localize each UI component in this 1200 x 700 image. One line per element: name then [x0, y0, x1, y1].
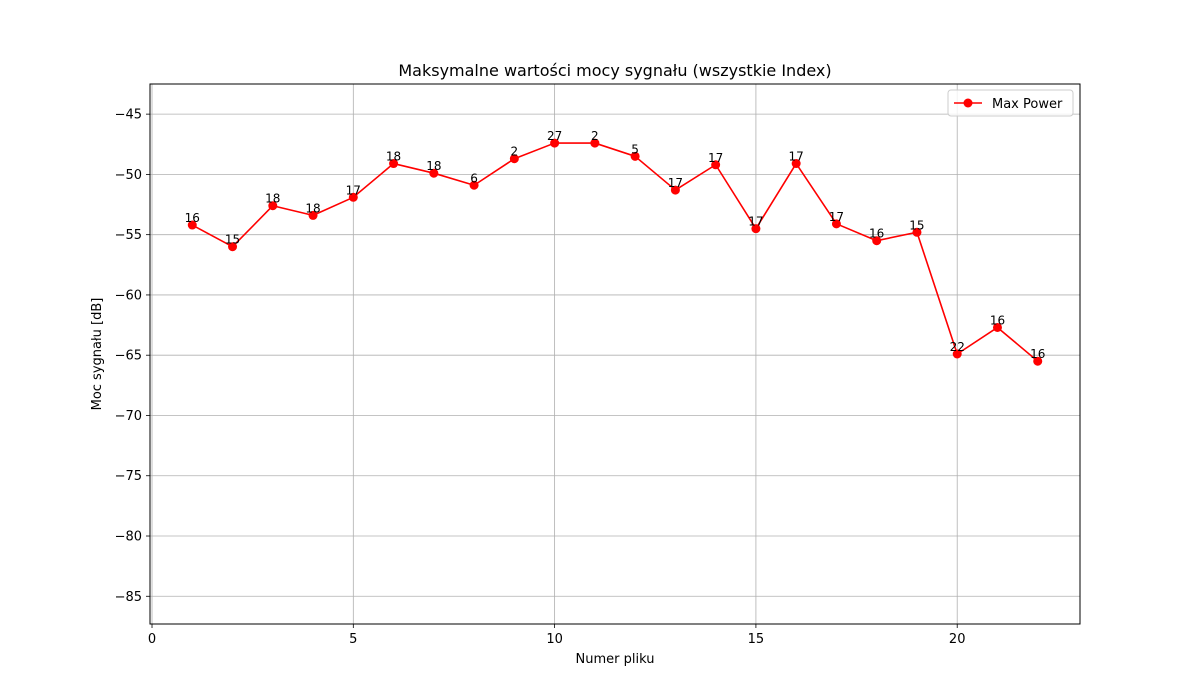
data-label: 17 [346, 183, 361, 197]
data-point [187, 220, 197, 230]
data-label: 16 [869, 227, 884, 241]
series-line [191, 142, 1039, 362]
data-point [550, 138, 560, 148]
data-point [952, 349, 962, 359]
data-label: 17 [708, 151, 723, 165]
y-tick-label: −55 [115, 228, 142, 243]
data-point [872, 236, 882, 246]
y-axis: −45 −50 −55 −60 −65 −70 −75 −80 −85 [115, 108, 150, 605]
y-tick-label: −50 [115, 168, 142, 183]
plot-frame [149, 83, 1081, 625]
x-tick-label: 10 [546, 632, 563, 647]
y-tick-label: −45 [115, 108, 142, 123]
legend-marker [963, 98, 973, 108]
data-label: 17 [748, 215, 763, 229]
data-point [1033, 356, 1043, 366]
data-point [791, 159, 801, 169]
data-point [711, 160, 721, 170]
data-point [469, 180, 479, 190]
data-label: 18 [305, 201, 320, 215]
data-point [509, 154, 519, 164]
data-label: 16 [1030, 347, 1045, 361]
data-point [912, 227, 922, 237]
data-point [590, 138, 600, 148]
data-label: 17 [789, 150, 804, 164]
data-point [348, 192, 358, 202]
data-point [389, 159, 399, 169]
data-point [751, 224, 761, 234]
legend-label: Max Power [992, 97, 1063, 112]
x-axis: 0 5 10 15 20 [148, 624, 966, 647]
data-label: 27 [547, 129, 562, 143]
data-label: 18 [426, 159, 441, 173]
grid [150, 84, 1080, 624]
data-point [429, 168, 439, 178]
data-label: 17 [668, 176, 683, 190]
data-label: 6 [470, 171, 478, 185]
chart-title: Maksymalne wartości mocy sygnału (wszyst… [398, 61, 831, 80]
data-label: 2 [511, 145, 519, 159]
data-label: 5 [631, 142, 639, 156]
y-axis-title: Moc sygnału [dB] [90, 298, 105, 411]
y-tick-label: −75 [115, 469, 142, 484]
data-label: 15 [909, 218, 924, 232]
y-tick-label: −65 [115, 349, 142, 364]
data-label: 16 [185, 211, 200, 225]
data-point [228, 242, 238, 252]
x-tick-label: 20 [949, 632, 966, 647]
data-label: 16 [990, 313, 1005, 327]
y-tick-label: −80 [115, 530, 142, 545]
data-point [308, 210, 318, 220]
data-point [268, 201, 278, 211]
data-label: 2 [591, 129, 599, 143]
data-label: 18 [386, 150, 401, 164]
y-tick-label: −70 [115, 409, 142, 424]
x-tick-label: 5 [349, 632, 357, 647]
series-layer: 16 15 18 18 17 18 18 6 2 27 2 5 17 17 17 17 17 16 15 22 16 16 [185, 129, 1045, 366]
y-tick-label: −85 [115, 590, 142, 605]
data-label: 18 [265, 192, 280, 206]
x-tick-label: 0 [148, 632, 156, 647]
data-point [992, 322, 1002, 332]
data-point [831, 219, 841, 229]
data-point [670, 185, 680, 195]
data-label: 22 [950, 340, 965, 354]
x-axis-title: Numer pliku [576, 652, 655, 667]
y-tick-label: −60 [115, 288, 142, 303]
data-label: 17 [829, 210, 844, 224]
data-point [630, 151, 640, 161]
x-tick-label: 15 [748, 632, 765, 647]
legend: Max Power [947, 89, 1074, 117]
legend-box [947, 89, 1074, 117]
data-label: 15 [225, 233, 240, 247]
